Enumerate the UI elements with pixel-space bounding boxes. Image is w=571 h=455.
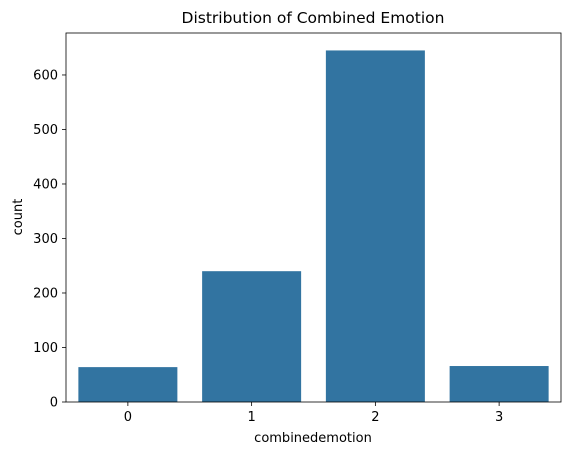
bar-1 (202, 271, 302, 402)
bar-2 (325, 50, 425, 403)
x-tick-label: 2 (371, 410, 379, 425)
x-tick-label: 0 (124, 410, 132, 425)
y-tick-label: 400 (33, 177, 58, 192)
y-tick-label: 300 (33, 232, 58, 247)
y-axis-ticks: 0 100 200 300 400 500 600 (33, 68, 66, 411)
y-tick-label: 600 (33, 68, 58, 83)
y-tick-label: 100 (33, 341, 58, 356)
plot-frame (65, 32, 562, 403)
y-axis-label: count (11, 199, 26, 236)
y-tick-label: 500 (33, 123, 58, 138)
bars-group (78, 50, 549, 403)
x-tick-label: 3 (495, 410, 503, 425)
chart-title: Distribution of Combined Emotion (182, 9, 445, 27)
bar-3 (449, 366, 549, 402)
x-axis-ticks: 0 1 2 3 (124, 402, 503, 425)
x-tick-label: 1 (247, 410, 255, 425)
x-axis-label: combinedemotion (254, 431, 372, 446)
bar-0 (78, 367, 178, 402)
y-tick-label: 200 (33, 286, 58, 301)
y-tick-label: 0 (50, 396, 58, 411)
